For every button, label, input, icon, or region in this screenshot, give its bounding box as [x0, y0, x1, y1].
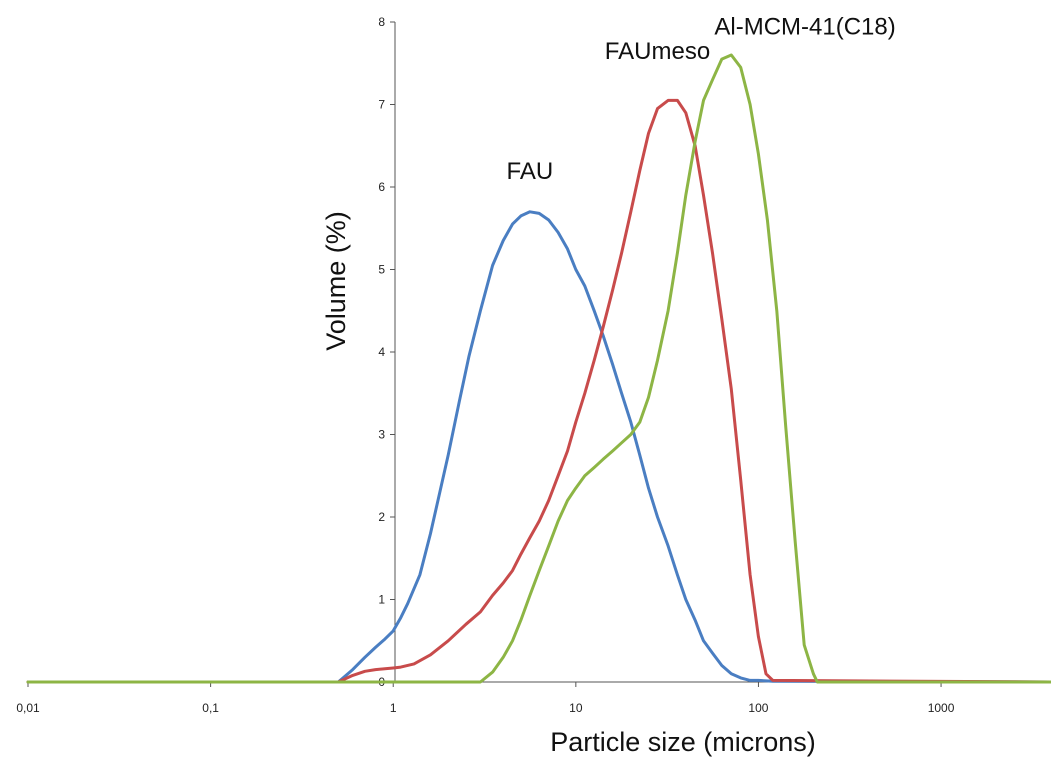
- x-tick-label: 0,01: [16, 701, 40, 715]
- y-tick-label: 7: [378, 98, 385, 112]
- y-tick-label: 8: [378, 15, 385, 29]
- x-tick-label: 1: [390, 701, 397, 715]
- series-line-fau: [28, 212, 1051, 682]
- y-tick-label: 2: [378, 510, 385, 524]
- y-tick-label: 1: [378, 593, 385, 607]
- series-label-fau: FAU: [507, 158, 554, 185]
- x-tick-label: 10: [569, 701, 583, 715]
- x-axis-title: Particle size (microns): [550, 727, 816, 757]
- y-tick-label: 6: [378, 180, 385, 194]
- x-tick-label: 1000: [928, 701, 955, 715]
- x-tick-label: 100: [748, 701, 768, 715]
- y-tick-label: 4: [378, 345, 385, 359]
- x-tick-label: 0,1: [202, 701, 219, 715]
- series-label-faumeso: FAUmeso: [605, 38, 710, 65]
- series-line-al-mcm-41-c18: [28, 55, 1051, 682]
- y-tick-label: 5: [378, 263, 385, 277]
- y-tick-label: 3: [378, 428, 385, 442]
- axes: [28, 22, 1051, 687]
- series-line-faumeso: [28, 100, 1051, 682]
- series-lines: [28, 55, 1051, 682]
- series-label-al-mcm-41-c18: Al-MCM-41(C18): [714, 13, 895, 40]
- y-axis-title: Volume (%): [321, 211, 351, 351]
